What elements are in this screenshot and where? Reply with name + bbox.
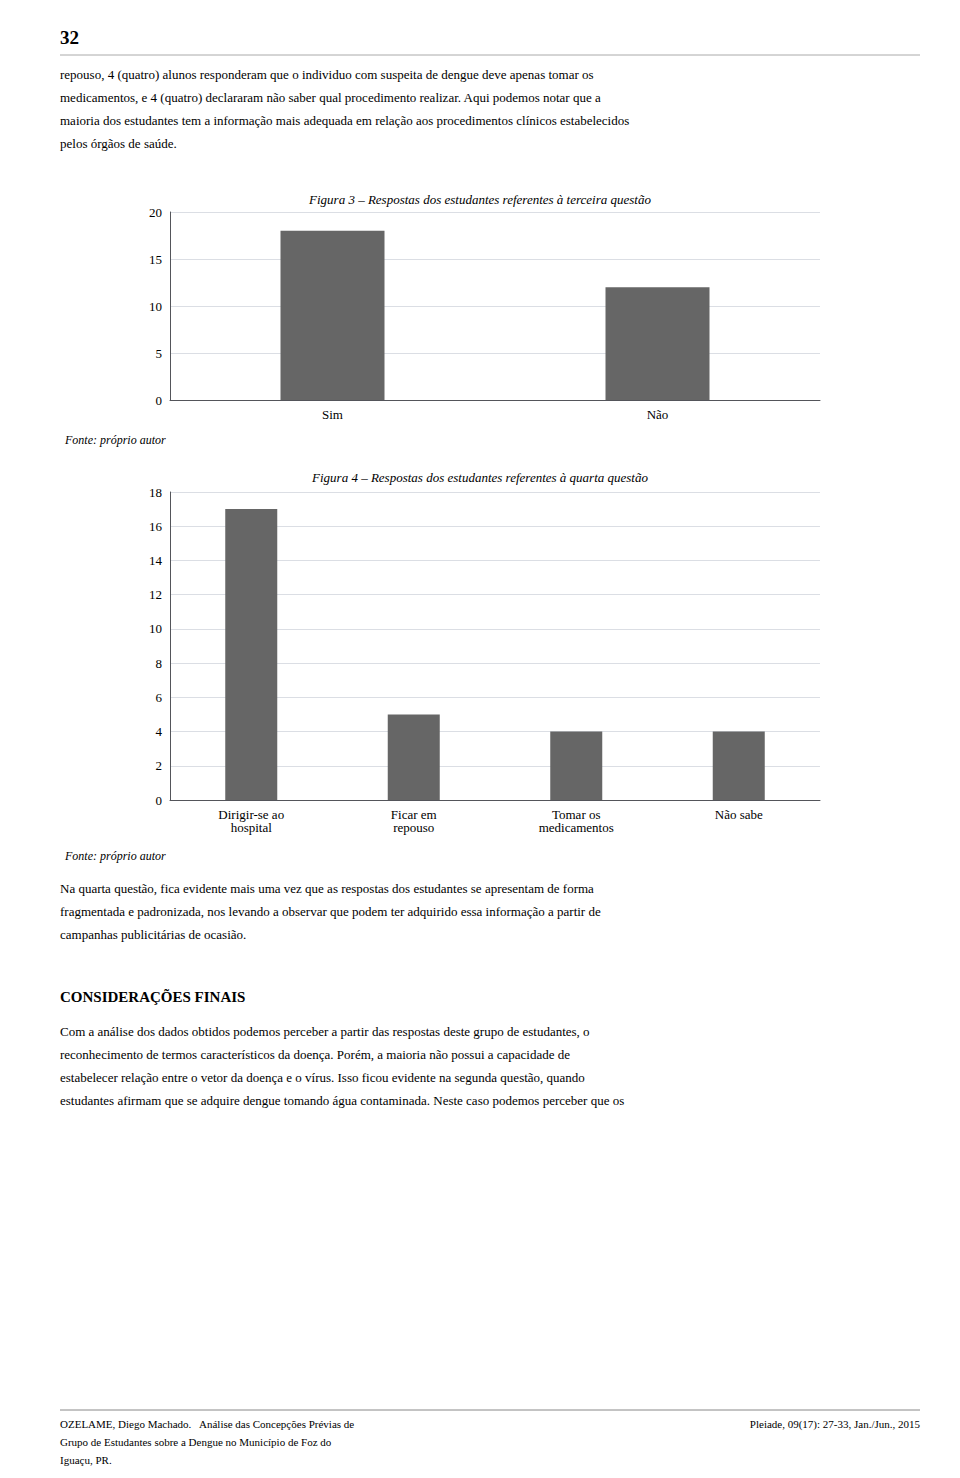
svg-text:Ficar em: Ficar em — [390, 807, 437, 822]
svg-text:medicamentos: medicamentos — [539, 820, 614, 835]
svg-text:0: 0 — [156, 393, 163, 408]
svg-text:6: 6 — [156, 690, 163, 705]
svg-text:maioria dos estudantes tem a i: maioria dos estudantes tem a informação … — [60, 113, 629, 128]
svg-text:estudantes afirmam que se adqu: estudantes afirmam que se adquire dengue… — [60, 1093, 624, 1108]
svg-text:Fonte: próprio autor: Fonte: próprio autor — [64, 433, 166, 447]
svg-text:Não: Não — [647, 407, 669, 422]
svg-text:pelos órgãos de saúde.: pelos órgãos de saúde. — [60, 136, 177, 151]
svg-text:Não sabe: Não sabe — [715, 807, 763, 822]
svg-text:estabelecer relação entre o ve: estabelecer relação entre o vetor da doe… — [60, 1070, 585, 1085]
svg-text:Na quarta questão, fica eviden: Na quarta questão, fica evidente mais um… — [60, 881, 594, 896]
svg-text:5: 5 — [156, 346, 163, 361]
svg-text:16: 16 — [149, 519, 163, 534]
svg-text:Figura 3 – Respostas dos estud: Figura 3 – Respostas dos estudantes refe… — [308, 192, 651, 207]
svg-text:Figura 4 – Respostas dos estud: Figura 4 – Respostas dos estudantes refe… — [311, 470, 648, 485]
svg-text:2: 2 — [156, 758, 163, 773]
svg-text:12: 12 — [149, 587, 162, 602]
svg-text:4: 4 — [156, 724, 163, 739]
svg-text:Fonte: próprio autor: Fonte: próprio autor — [64, 849, 166, 863]
svg-text:32: 32 — [60, 27, 79, 48]
svg-text:14: 14 — [149, 553, 163, 568]
svg-text:0: 0 — [156, 793, 163, 808]
svg-text:repouso, 4 (quatro) alunos res: repouso, 4 (quatro) alunos responderam q… — [60, 67, 594, 82]
svg-text:hospital: hospital — [231, 820, 273, 835]
svg-text:Dirigir-se ao: Dirigir-se ao — [218, 807, 285, 822]
svg-text:Sim: Sim — [322, 407, 343, 422]
svg-text:Iguaçu, PR.: Iguaçu, PR. — [60, 1454, 112, 1466]
svg-text:Tomar os: Tomar os — [552, 807, 601, 822]
svg-text:repouso: repouso — [393, 820, 434, 835]
svg-text:20: 20 — [149, 205, 162, 220]
svg-text:CONSIDERAÇÕES FINAIS: CONSIDERAÇÕES FINAIS — [60, 988, 245, 1005]
svg-text:medicamentos, e 4 (quatro) dec: medicamentos, e 4 (quatro) declararam nã… — [60, 90, 601, 105]
svg-text:10: 10 — [149, 299, 162, 314]
svg-text:18: 18 — [149, 485, 162, 500]
svg-text:reconhecimento de termos carac: reconhecimento de termos característicos… — [60, 1047, 570, 1062]
svg-text:15: 15 — [149, 252, 162, 267]
svg-text:Grupo de Estudantes sobre a De: Grupo de Estudantes sobre a Dengue no Mu… — [60, 1436, 332, 1448]
svg-text:Pleiade, 09(17): 27-33, Jan./J: Pleiade, 09(17): 27-33, Jan./Jun., 2015 — [750, 1418, 921, 1431]
svg-text:Com a análise dos dados obtido: Com a análise dos dados obtidos podemos … — [60, 1024, 590, 1039]
svg-text:OZELAME, Diego Machado. Anál: OZELAME, Diego Machado. Análise das Conc… — [60, 1418, 354, 1430]
svg-text:campanhas publicitárias de oca: campanhas publicitárias de ocasião. — [60, 927, 246, 942]
svg-text:fragmentada e padronizada, nos: fragmentada e padronizada, nos levando a… — [60, 904, 601, 919]
svg-text:8: 8 — [156, 656, 163, 671]
svg-text:10: 10 — [149, 621, 162, 636]
